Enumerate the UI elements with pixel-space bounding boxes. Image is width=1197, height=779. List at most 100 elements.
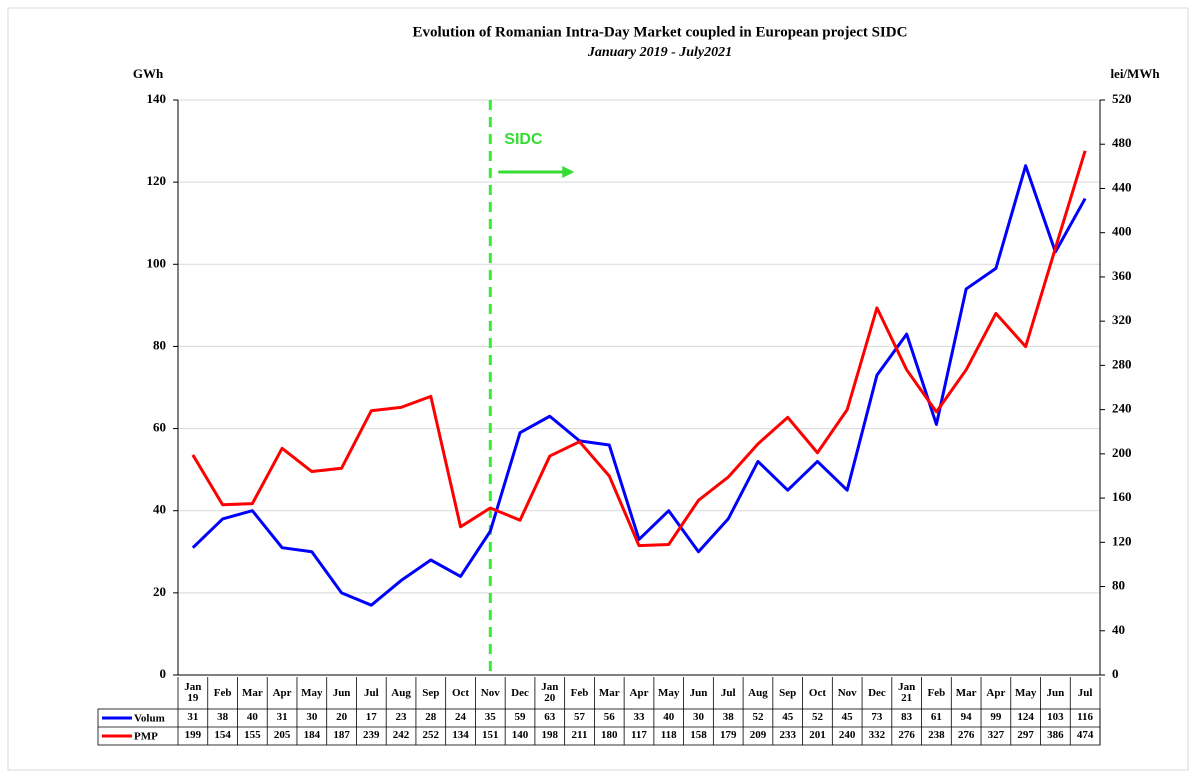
table-value: 118 (660, 729, 677, 741)
table-value: 59 (514, 711, 526, 723)
table-value: 61 (930, 711, 942, 723)
table-value: 45 (782, 711, 794, 723)
table-value: 205 (273, 729, 291, 741)
table-value: 17 (365, 711, 377, 723)
table-value: 83 (901, 711, 913, 723)
table-value: 20 (336, 711, 348, 723)
table-value: 33 (633, 711, 645, 723)
legend-label: Volum (134, 713, 165, 725)
x-tick-label: Nov (480, 686, 500, 699)
table-value: 40 (246, 711, 258, 723)
table-value: 386 (1047, 729, 1064, 741)
annotation: SIDC (504, 131, 543, 148)
table-value: 30 (692, 711, 704, 723)
x-tick-label: Dec (511, 686, 529, 699)
x-tick-label: Mar (598, 686, 620, 699)
table-value: 57 (574, 711, 585, 723)
table-value: 238 (928, 729, 945, 741)
table-value: 297 (1017, 729, 1034, 741)
table-value: 240 (838, 729, 856, 741)
table-value: 38 (217, 711, 229, 723)
x-tick-label: Oct (451, 686, 470, 699)
table-value: 56 (603, 711, 615, 723)
x-tick-label: May (1014, 686, 1037, 699)
x-tick-label: Jan 20 (541, 681, 559, 704)
y2-tick-label: 120 (1112, 533, 1132, 548)
table-value: 73 (871, 711, 883, 723)
table-value: 154 (214, 729, 231, 741)
table-value: 140 (511, 729, 529, 741)
table-value: 187 (333, 729, 350, 741)
y-tick-label: 40 (153, 502, 166, 517)
x-tick-label: Aug (748, 686, 768, 699)
x-tick-label: Sep (422, 686, 440, 699)
table-value: 52 (811, 711, 823, 723)
table-value: 474 (1076, 729, 1094, 741)
x-tick-label: Sep (779, 686, 797, 699)
x-tick-label: Oct (808, 686, 826, 699)
table-value: 180 (600, 729, 618, 741)
table-value: 28 (425, 711, 437, 723)
table-value: 40 (663, 711, 675, 723)
table-value: 117 (631, 729, 647, 741)
table-value: 239 (363, 729, 380, 741)
table-value: 94 (960, 711, 972, 723)
y2-tick-label: 80 (1112, 578, 1125, 593)
table-value: 155 (244, 729, 261, 741)
y2-tick-label: 160 (1112, 489, 1132, 504)
table-value: 276 (898, 729, 915, 741)
y2-tick-label: 320 (1112, 312, 1132, 327)
x-tick-label: Mar (241, 686, 263, 699)
y2-tick-label: 240 (1112, 401, 1132, 416)
y2-tick-label: 520 (1112, 91, 1132, 106)
table-value: 211 (571, 729, 588, 741)
x-tick-label: May (301, 686, 323, 699)
x-tick-label: Mar (955, 686, 977, 699)
table-value: 233 (779, 729, 796, 741)
table-value: 38 (722, 711, 734, 723)
table-value: 35 (484, 711, 496, 723)
table-value: 99 (990, 711, 1002, 723)
annotation-arrowhead (562, 166, 575, 178)
table-value: 31 (276, 711, 288, 723)
x-tick-label: Nov (837, 686, 857, 699)
x-tick-label: Aug (391, 686, 411, 699)
table-value: 252 (422, 729, 440, 741)
x-tick-label: Jan 19 (184, 681, 202, 704)
table-value: 45 (841, 711, 853, 723)
table-value: 31 (187, 711, 199, 723)
table-value: 179 (719, 729, 737, 741)
y-tick-label: 120 (147, 173, 167, 188)
x-tick-label: Jun (689, 686, 708, 699)
x-tick-label: Jul (1077, 686, 1093, 699)
table-value: 63 (544, 711, 556, 723)
y-tick-label: 20 (153, 584, 166, 599)
table-value: 103 (1047, 711, 1064, 723)
y2-tick-label: 480 (1112, 135, 1132, 150)
y2-tick-label: 0 (1112, 666, 1119, 681)
y2-tick-label: 440 (1112, 179, 1132, 194)
table-value: 332 (868, 729, 886, 741)
x-tick-label: Jun (332, 686, 351, 699)
y-tick-label: 0 (160, 666, 167, 681)
x-tick-label: Jul (720, 686, 736, 699)
table-value: 116 (1077, 711, 1094, 723)
series-line (191, 164, 1087, 607)
y-tick-label: 80 (153, 337, 166, 352)
table-value: 134 (452, 729, 469, 741)
x-tick-label: Apr (986, 686, 1006, 699)
x-tick-label: Jan 21 (898, 681, 916, 704)
y2-axis-label: lei/MWh (1110, 66, 1160, 81)
y-axis-label: GWh (133, 66, 164, 81)
y-tick-label: 140 (147, 91, 167, 106)
table-value: 23 (395, 711, 407, 723)
y2-tick-label: 200 (1112, 445, 1132, 460)
table-value: 30 (306, 711, 318, 723)
chart-border (7, 7, 1189, 771)
y2-tick-label: 360 (1112, 268, 1132, 283)
x-tick-label: Dec (868, 686, 886, 699)
table-value: 198 (541, 729, 559, 741)
chart-subtitle: January 2019 - July2021 (587, 45, 732, 60)
table-value: 158 (690, 729, 707, 741)
